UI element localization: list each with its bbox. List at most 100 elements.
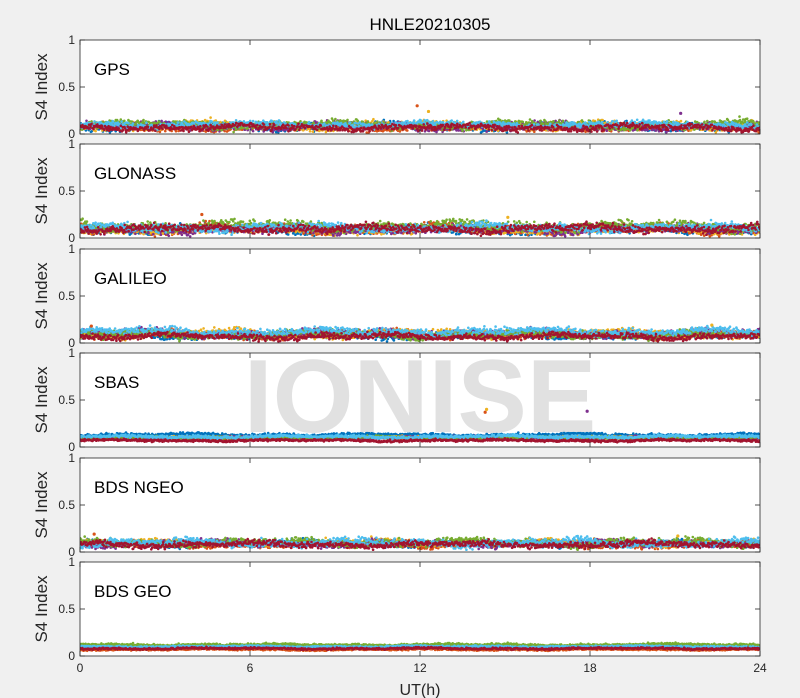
data-point: [232, 130, 235, 134]
data-point: [376, 120, 379, 123]
data-point: [119, 118, 123, 121]
data-point: [533, 119, 536, 122]
data-point: [106, 120, 110, 124]
data-point: [275, 120, 278, 123]
data-points: [80, 104, 760, 134]
data-point: [370, 123, 374, 126]
data-point: [358, 121, 362, 124]
data-point: [539, 119, 542, 123]
data-point: [703, 120, 706, 124]
data-point: [112, 121, 115, 124]
data-point: [527, 121, 531, 124]
data-point: [465, 129, 468, 132]
data-point: [406, 119, 409, 123]
data-point: [164, 129, 167, 133]
data-point: [336, 121, 339, 124]
data-point: [214, 121, 217, 124]
data-point: [270, 120, 274, 123]
data-point: [214, 119, 218, 122]
data-point: [711, 120, 714, 123]
data-point: [338, 124, 342, 127]
data-point: [220, 129, 223, 132]
data-point: [354, 121, 358, 125]
data-point: [714, 131, 718, 134]
data-point: [455, 129, 458, 132]
data-point: [419, 119, 423, 122]
data-point: [544, 120, 547, 123]
data-point: [160, 119, 163, 123]
data-point: [505, 131, 509, 134]
data-point: [366, 120, 370, 123]
data-point: [665, 130, 668, 134]
data-point: [676, 129, 679, 132]
data-point: [242, 126, 245, 129]
data-point: [90, 120, 93, 123]
data-point: [485, 120, 489, 123]
data-point: [554, 119, 557, 123]
data-point: [312, 121, 315, 124]
data-point: [210, 120, 214, 123]
data-point: [145, 121, 148, 124]
data-point: [320, 119, 323, 123]
data-point: [123, 121, 126, 125]
data-point: [200, 122, 203, 125]
data-point: [293, 122, 297, 126]
data-point: [308, 130, 312, 133]
data-point: [120, 120, 123, 123]
data-point: [558, 119, 561, 122]
data-point: [518, 120, 522, 123]
data-point: [441, 120, 445, 124]
data-point: [85, 119, 88, 123]
data-point: [561, 119, 565, 123]
data-point: [372, 117, 375, 121]
data-point: [745, 117, 749, 120]
data-point: [351, 124, 355, 127]
data-point: [339, 121, 343, 125]
data-point: [521, 120, 525, 124]
data-point: [142, 118, 145, 122]
data-point: [361, 120, 365, 124]
data-point: [363, 123, 367, 126]
data-point: [130, 120, 134, 123]
data-point: [106, 123, 109, 126]
data-point: [757, 121, 760, 124]
data-point: [726, 118, 730, 122]
data-point: [251, 119, 255, 123]
data-point: [426, 118, 429, 122]
data-point: [251, 129, 255, 133]
data-point: [752, 120, 755, 124]
data-point: [333, 121, 337, 125]
data-point: [192, 121, 196, 125]
data-point: [346, 118, 349, 122]
data-point: [605, 129, 608, 132]
data-point: [365, 131, 369, 134]
data-point: [276, 122, 280, 125]
data-point: [209, 116, 212, 119]
data-point: [533, 130, 536, 133]
data-point: [307, 120, 311, 124]
data-point: [552, 120, 555, 123]
data-point: [167, 122, 171, 126]
data-point: [498, 118, 502, 122]
data-point: [706, 119, 709, 123]
data-point: [601, 118, 604, 122]
data-point: [127, 121, 130, 125]
data-point: [263, 120, 267, 124]
data-point: [174, 129, 178, 133]
data-point: [131, 122, 135, 125]
data-point: [400, 121, 404, 124]
data-point: [242, 120, 246, 123]
data-point: [223, 129, 226, 133]
data-point: [679, 119, 683, 123]
data-point: [757, 131, 760, 134]
data-point: [693, 120, 697, 123]
data-point: [123, 119, 126, 123]
data-point: [90, 130, 94, 133]
data-point: [387, 121, 390, 124]
data-point: [94, 129, 97, 133]
data-point: [392, 119, 395, 123]
axes-area: [80, 40, 760, 134]
data-point: [134, 123, 137, 126]
data-point: [131, 124, 134, 127]
data-point: [331, 119, 335, 122]
